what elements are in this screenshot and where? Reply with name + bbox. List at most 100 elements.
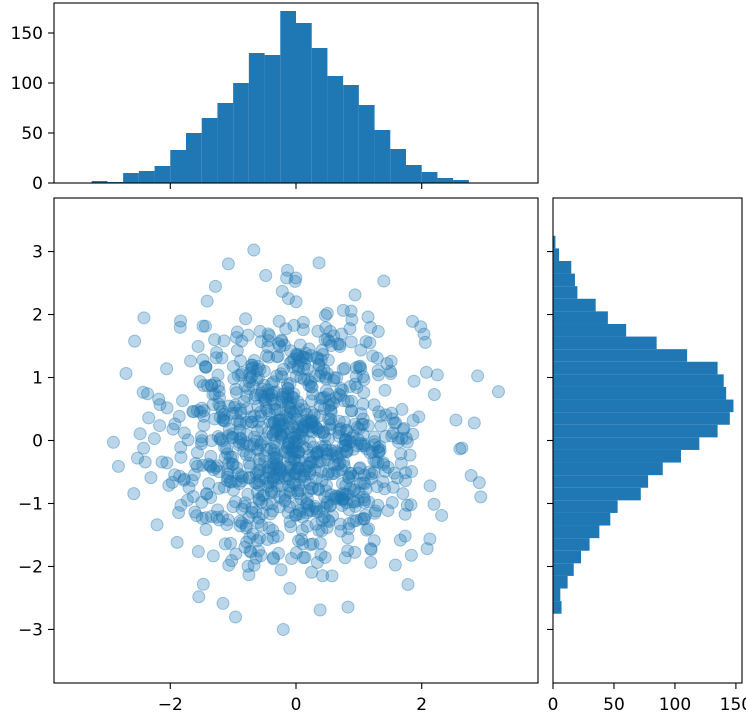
scatter-point [225, 450, 239, 464]
scatter-point [212, 513, 226, 527]
scatter-point [268, 416, 282, 430]
scatter-point [305, 414, 319, 428]
scatter-point [225, 430, 239, 444]
scatter-point [242, 510, 256, 524]
scatter-point [250, 364, 264, 378]
scatter-point [471, 369, 485, 383]
scatter-point [331, 491, 345, 505]
scatter-point [297, 372, 311, 386]
scatter-point [267, 443, 281, 457]
scatter-point [213, 432, 227, 446]
scatter-point [160, 362, 174, 376]
scatter-point [364, 472, 378, 486]
scatter-point [283, 484, 297, 498]
scatter-point [233, 514, 247, 528]
scatter-point [229, 406, 243, 420]
scatter-point [302, 424, 316, 438]
scatter-point [346, 429, 360, 443]
scatter-point [350, 381, 364, 395]
scatter-point [185, 474, 199, 488]
scatter-point [266, 474, 280, 488]
scatter-point [174, 450, 188, 464]
right-histogram-bar [553, 475, 649, 488]
top-histogram: 0 50 100 150 [11, 2, 539, 194]
scatter-point [354, 343, 368, 357]
scatter-point [221, 513, 235, 527]
scatter-point [221, 462, 235, 476]
scatter-point [290, 436, 304, 450]
scatter-point [287, 318, 301, 332]
scatter-point [252, 474, 266, 488]
scatter-point [272, 462, 286, 476]
scatter-point [359, 335, 373, 349]
scatter-point [287, 452, 301, 466]
scatter-point [339, 478, 353, 492]
scatter-point [255, 386, 269, 400]
top-histogram-bar [248, 53, 265, 183]
scatter-point [246, 361, 260, 375]
scatter-point [259, 269, 273, 283]
scatter-point [238, 540, 252, 554]
scatter-point [286, 430, 300, 444]
scatter-point [261, 327, 275, 341]
scatter-point [350, 439, 364, 453]
scatter-point [342, 517, 356, 531]
scatter-point [367, 398, 381, 412]
scatter-point [357, 496, 371, 510]
scatter-point [338, 433, 352, 447]
scatter-ytick-label: −1 [18, 494, 43, 514]
scatter-point [249, 505, 263, 519]
scatter-point [277, 362, 291, 376]
scatter-point [203, 459, 217, 473]
scatter-point [230, 414, 244, 428]
scatter-point [283, 396, 297, 410]
scatter-point [336, 492, 350, 506]
scatter-point [338, 415, 352, 429]
scatter-point [319, 443, 333, 457]
scatter-point [267, 552, 281, 566]
scatter-point [261, 464, 275, 478]
top-histogram-bar [170, 150, 186, 183]
scatter-point [291, 347, 305, 361]
scatter-point [233, 519, 247, 533]
scatter-point [385, 406, 399, 420]
scatter-point [310, 555, 324, 569]
scatter-point [329, 449, 343, 463]
scatter-point [287, 387, 301, 401]
scatter-point [208, 387, 222, 401]
scatter-point [176, 394, 190, 408]
scatter-point [299, 346, 313, 360]
scatter-point [343, 466, 357, 480]
scatter-point [330, 371, 344, 385]
scatter-point [231, 369, 245, 383]
scatter-point [256, 390, 270, 404]
scatter-point [296, 424, 310, 438]
scatter-point [322, 334, 336, 348]
scatter-point [195, 434, 209, 448]
scatter-point [403, 448, 417, 462]
right-histogram-bar [553, 386, 727, 400]
scatter-point [240, 401, 254, 415]
scatter-point [406, 413, 420, 427]
scatter-point [249, 467, 263, 481]
scatter-point [313, 603, 327, 617]
scatter-point [292, 445, 306, 459]
scatter-point [332, 429, 346, 443]
scatter-point [302, 459, 316, 473]
right-histogram-xtick-label: 50 [603, 695, 625, 715]
scatter-point [293, 484, 307, 498]
scatter-point [243, 531, 257, 545]
scatter-point [332, 414, 346, 428]
scatter-point [404, 498, 418, 512]
scatter-point [386, 412, 400, 426]
scatter-point [291, 395, 305, 409]
scatter-point [346, 469, 360, 483]
scatter-point [289, 467, 303, 481]
scatter-point [352, 422, 366, 436]
scatter-point [229, 386, 243, 400]
scatter-point [247, 409, 261, 423]
scatter-point [193, 405, 207, 419]
scatter-point [267, 385, 281, 399]
scatter-point [273, 403, 287, 417]
scatter-point [205, 510, 219, 524]
